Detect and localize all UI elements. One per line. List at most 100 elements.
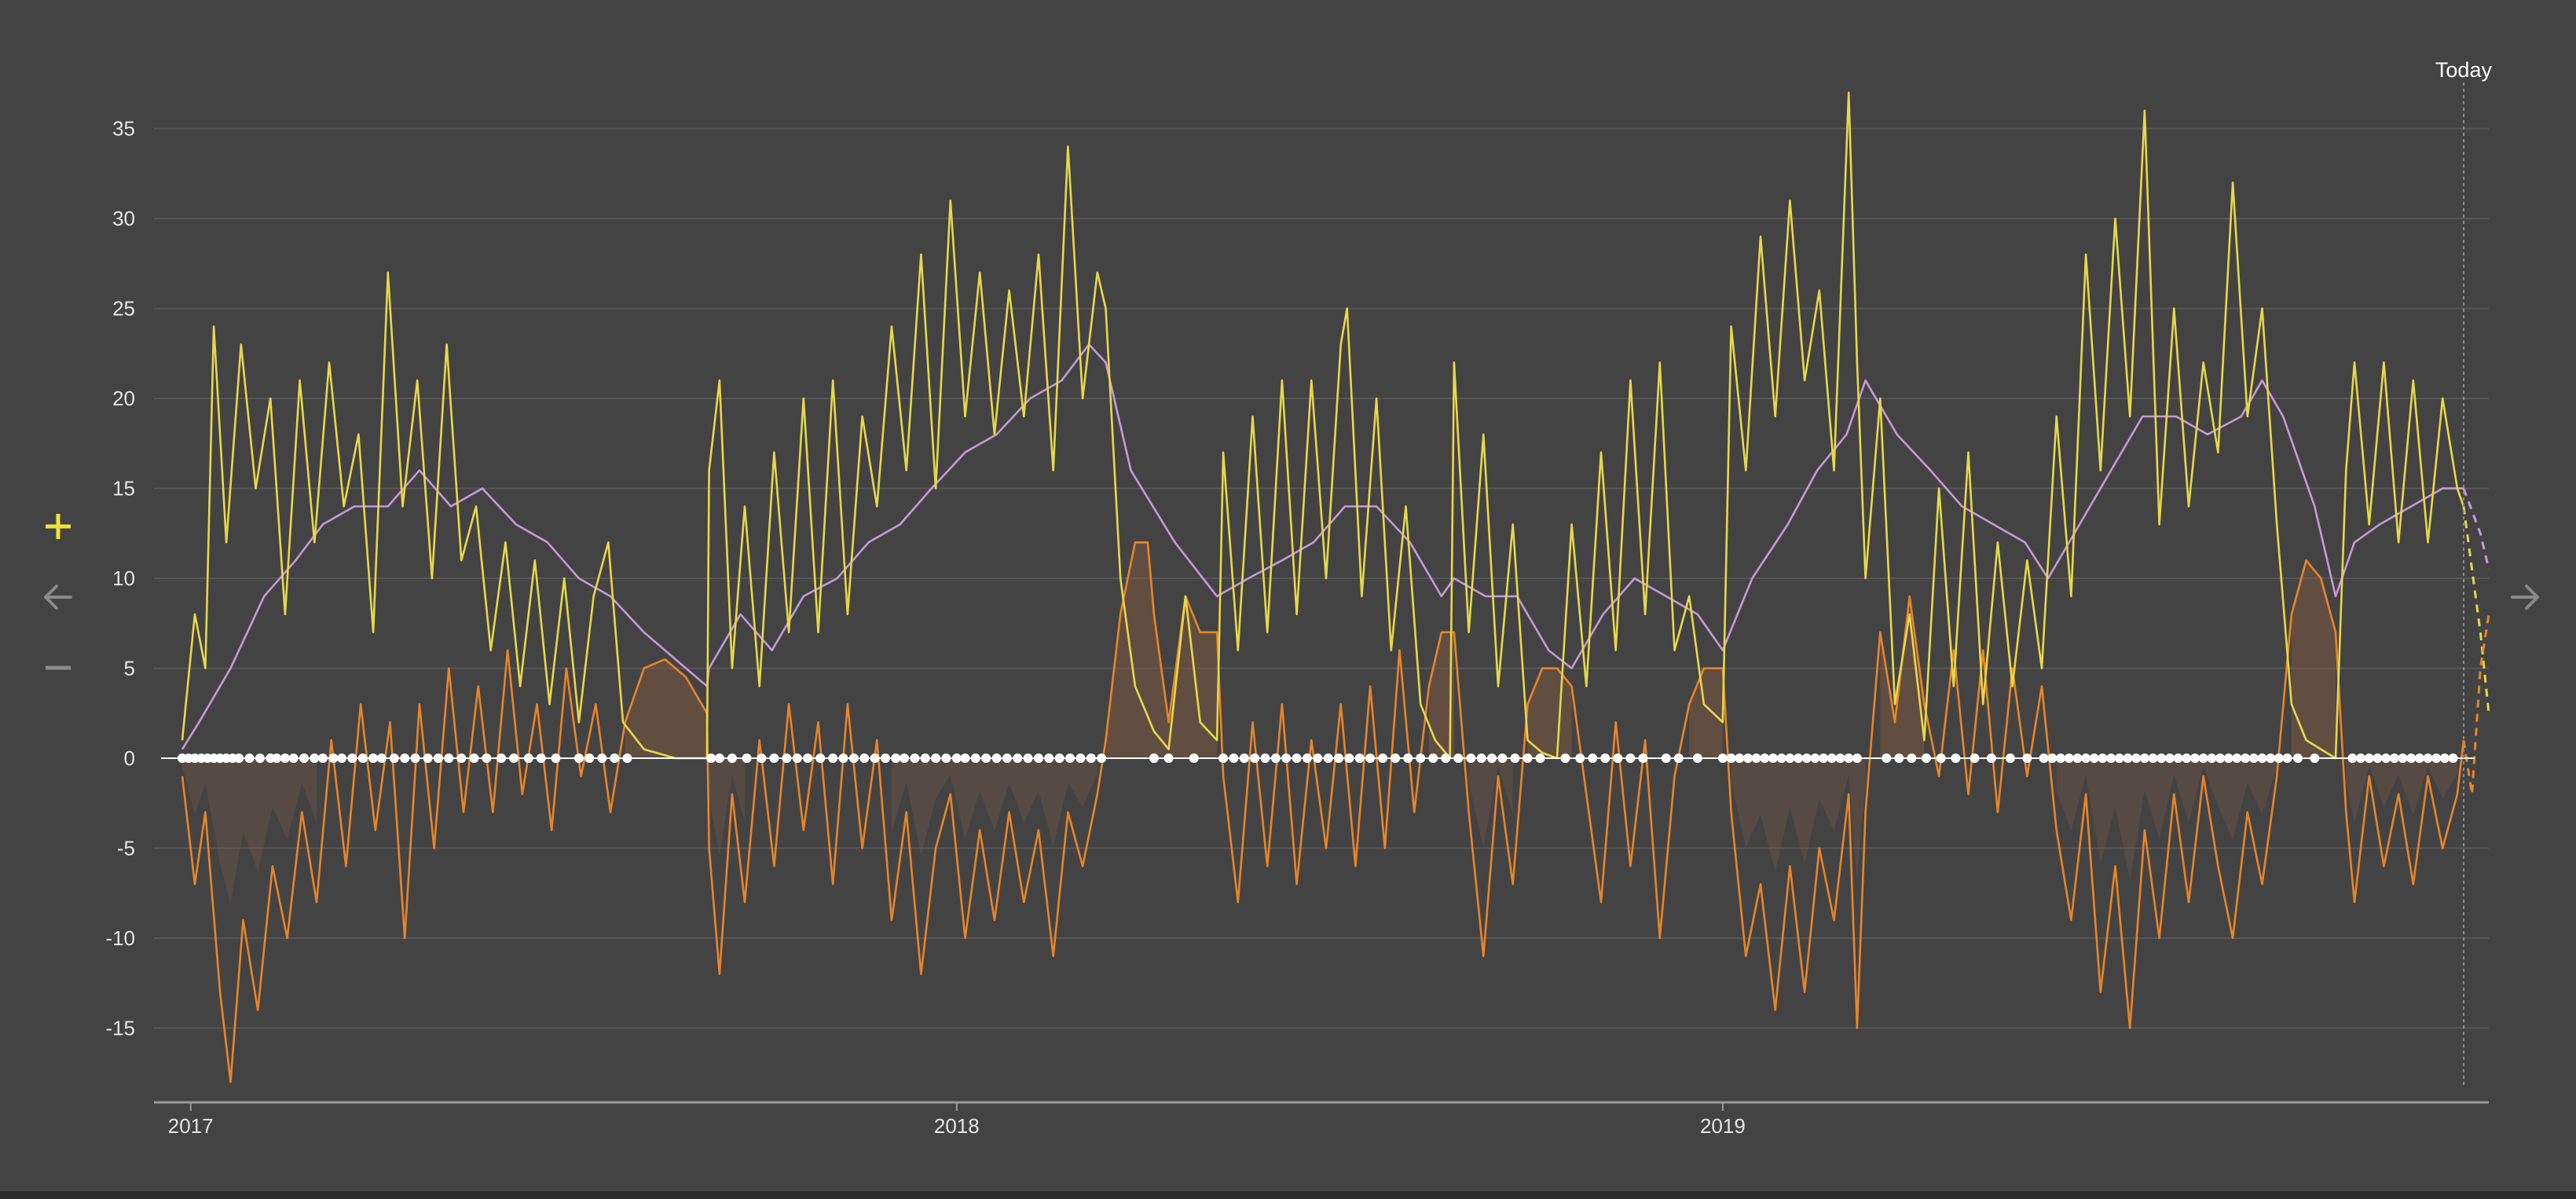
event-dot [1907, 754, 1917, 763]
event-dot [1735, 754, 1745, 763]
event-dot [2098, 754, 2108, 763]
previous-button[interactable] [35, 574, 82, 621]
event-dot [910, 754, 920, 763]
event-dot [536, 754, 546, 763]
event-dot [1613, 754, 1623, 763]
event-dot [2123, 754, 2133, 763]
event-dot [597, 754, 607, 763]
event-dot [444, 754, 454, 763]
event-dot [234, 754, 244, 763]
event-dot [2148, 754, 2158, 763]
event-dot [1281, 754, 1292, 763]
negative-area [2056, 758, 2277, 880]
event-dot [1416, 754, 1426, 763]
event-dot [482, 754, 492, 763]
event-dot [1239, 754, 1249, 763]
event-dot [2106, 754, 2116, 763]
event-dot [1922, 754, 1931, 763]
event-dot [1250, 754, 1260, 763]
event-dot [2081, 754, 2091, 763]
event-dot [1013, 754, 1023, 763]
event-dot [610, 754, 620, 763]
event-dot [1986, 754, 1996, 763]
y-tick-label: 35 [112, 117, 135, 141]
event-dot [310, 754, 320, 763]
event-dot [1588, 754, 1598, 763]
event-dot [2223, 754, 2233, 763]
zoom-out-button[interactable] [35, 644, 82, 691]
event-dot [551, 754, 561, 763]
event-dot [931, 754, 941, 763]
next-button[interactable] [2501, 574, 2549, 621]
event-dot [1065, 754, 1075, 763]
event-dot [1302, 754, 1312, 763]
event-dot [1487, 754, 1497, 763]
event-dot [1378, 754, 1388, 763]
event-dot [1044, 754, 1054, 763]
plus-icon [46, 514, 71, 539]
event-dot [991, 754, 1002, 763]
event-dot [1819, 754, 1829, 763]
y-tick-label: -15 [105, 1016, 135, 1040]
event-dot [2241, 754, 2251, 763]
event-dot [2072, 754, 2083, 763]
event-dot [1625, 754, 1636, 763]
event-dot [1292, 754, 1302, 763]
event-dot [1344, 754, 1354, 763]
x-tick-label: 2019 [1700, 1114, 1746, 1138]
event-dot [1717, 754, 1728, 763]
event-dot [1086, 754, 1096, 763]
event-dot [706, 754, 716, 763]
y-tick-label: 25 [112, 297, 135, 321]
zoom-in-button[interactable] [35, 503, 82, 550]
event-dot [1097, 754, 1107, 763]
event-dot [828, 754, 838, 763]
event-dot [376, 754, 387, 763]
event-dot [859, 754, 870, 763]
event-dot [1163, 754, 1174, 763]
event-dot [1354, 754, 1365, 763]
event-dot [2373, 754, 2383, 763]
event-dot [2089, 754, 2099, 763]
y-tick-label: -5 [117, 836, 135, 860]
positive-area [1689, 668, 1723, 758]
y-tick-label: 15 [112, 477, 135, 500]
event-dot [1827, 754, 1837, 763]
event-dot [456, 754, 467, 763]
event-dot [1313, 754, 1323, 763]
negative-area [1731, 758, 1866, 880]
event-dot [742, 754, 752, 763]
event-dot [1768, 754, 1778, 763]
event-dot [1149, 754, 1159, 763]
event-dot [2448, 754, 2458, 763]
event-dot [960, 754, 970, 763]
event-dot [2347, 754, 2358, 763]
y-tick-label: 0 [124, 746, 135, 770]
positive-area [2291, 560, 2336, 758]
y-tick-label: 20 [112, 387, 135, 410]
event-dot [2131, 754, 2142, 763]
event-dot [423, 754, 433, 763]
event-dot [1075, 754, 1086, 763]
event-dot [622, 754, 632, 763]
event-dot [1844, 754, 1854, 763]
event-dot [255, 754, 265, 763]
event-dot [2207, 754, 2217, 763]
event-dot [1466, 754, 1476, 763]
event-dot [803, 754, 813, 763]
event-dot [1391, 754, 1401, 763]
event-dot [1523, 754, 1533, 763]
event-dot [1510, 754, 1520, 763]
series-line-yellow-forecast [2462, 506, 2490, 713]
event-dot [2139, 754, 2149, 763]
event-dot [2282, 754, 2292, 763]
event-dot [2005, 754, 2015, 763]
event-dot [792, 754, 802, 763]
event-dot [1497, 754, 1508, 763]
y-tick-label: 5 [124, 657, 135, 680]
event-dot [1365, 754, 1376, 763]
event-dot [782, 754, 792, 763]
event-dot [328, 754, 339, 763]
event-dot [815, 754, 826, 763]
event-dot [2022, 754, 2032, 763]
